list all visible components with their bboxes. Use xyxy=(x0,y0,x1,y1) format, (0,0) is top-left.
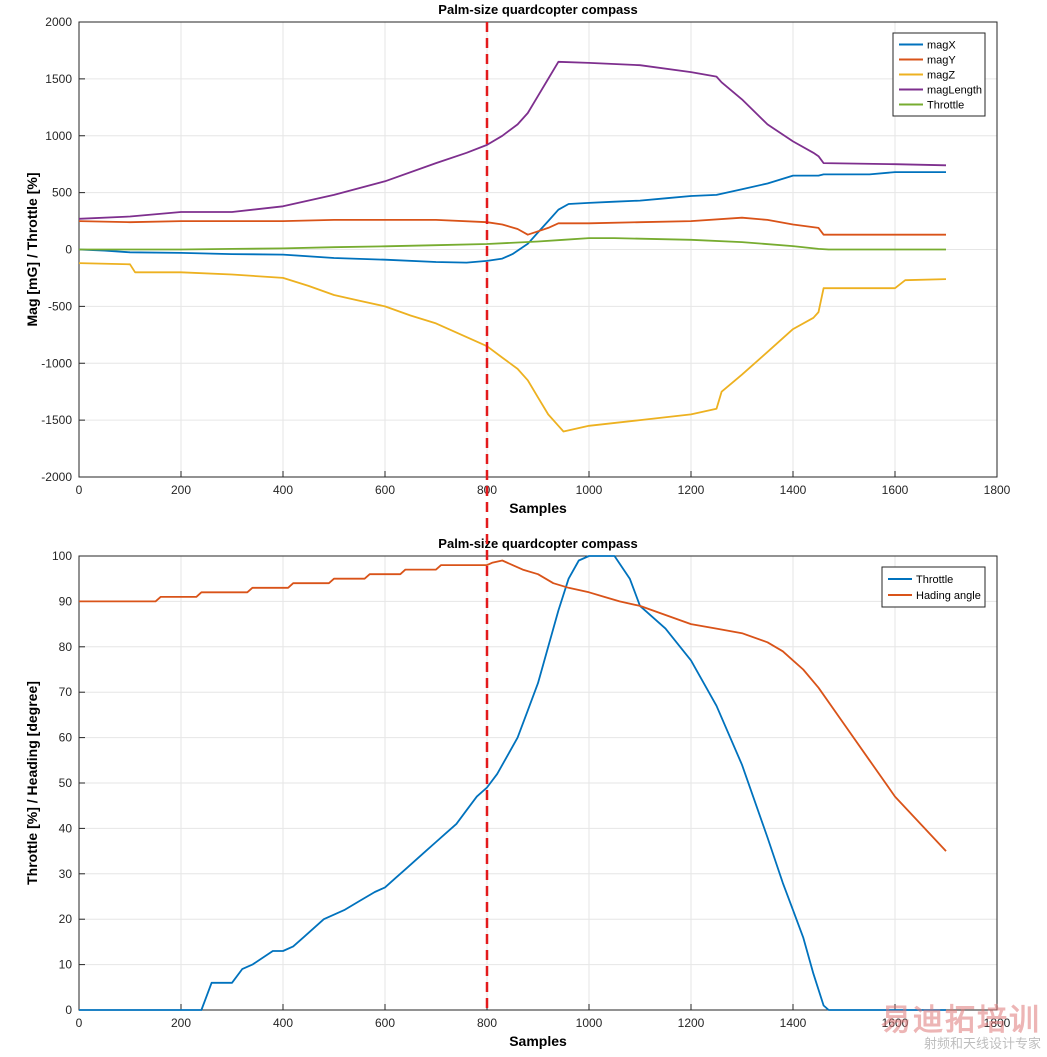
y-tick-label: 70 xyxy=(59,685,73,699)
x-tick-label: 600 xyxy=(375,483,395,497)
series-line-magz xyxy=(78,262,947,433)
y-tick-label: 0 xyxy=(65,243,72,257)
x-tick-label: 1000 xyxy=(576,1016,603,1030)
legend: Throttle Hading angle xyxy=(881,566,986,608)
x-tick-label: 1200 xyxy=(678,483,705,497)
y-tick-label: 0 xyxy=(65,1003,72,1017)
x-tick-label: 1400 xyxy=(780,483,807,497)
y-tick-label: 1500 xyxy=(45,72,72,86)
y-axis-label: Mag [mG] / Throttle [%] xyxy=(24,173,40,327)
y-tick-label: 60 xyxy=(59,731,73,745)
series-line-hading-angle xyxy=(79,559,947,852)
y-tick-label: 40 xyxy=(59,821,73,835)
legend: magX magY magZ magLength Throttle xyxy=(892,32,986,117)
chart-1: 020040060080010001200140016001800-2000-1… xyxy=(24,2,1011,516)
x-tick-label: 200 xyxy=(171,1016,191,1030)
x-tick-label: 1400 xyxy=(780,1016,807,1030)
x-tick-label: 1200 xyxy=(678,1016,705,1030)
x-tick-label: 1800 xyxy=(984,483,1011,497)
x-tick-label: 1600 xyxy=(882,1016,909,1030)
x-tick-label: 1800 xyxy=(984,1016,1011,1030)
x-axis-label: Samples xyxy=(509,1033,567,1049)
x-tick-label: 200 xyxy=(171,483,191,497)
y-tick-label: 30 xyxy=(59,867,73,881)
legend-label: magX xyxy=(927,40,956,52)
legend-label: magLength xyxy=(927,85,982,97)
x-tick-label: 1600 xyxy=(882,483,909,497)
legend-label: Throttle xyxy=(916,574,953,586)
y-tick-label: 2000 xyxy=(45,15,72,29)
y-tick-label: 1000 xyxy=(45,129,72,143)
x-tick-label: 800 xyxy=(477,1016,497,1030)
y-tick-label: 90 xyxy=(59,594,73,608)
x-tick-label: 0 xyxy=(76,483,83,497)
series-line-throttle xyxy=(79,555,946,1011)
chart-title: Palm-size quardcopter compass xyxy=(438,536,637,551)
series-line-magy xyxy=(78,216,946,236)
x-axis-label: Samples xyxy=(509,500,567,516)
y-tick-label: 100 xyxy=(52,549,72,563)
legend-box xyxy=(881,566,986,608)
y-tick-label: -1000 xyxy=(41,356,72,370)
series-line-magx xyxy=(78,171,946,264)
x-tick-label: 0 xyxy=(76,1016,83,1030)
series-line-maglength xyxy=(78,60,947,220)
legend-label: magY xyxy=(927,55,956,67)
legend-label: Hading angle xyxy=(916,590,981,602)
watermark-logo-text: 易迪拓培训 xyxy=(881,1003,1041,1038)
y-tick-label: -2000 xyxy=(41,470,72,484)
series-line-throttle xyxy=(79,237,946,251)
chart-2: 0 200 400 600 800 1000 1200 1400 1600 1800 0 10 20 30… xyxy=(24,536,1011,1049)
y-tick-label: 50 xyxy=(59,776,73,790)
legend-label: magZ xyxy=(927,70,955,82)
x-tick-label: 1000 xyxy=(576,483,603,497)
watermark-tagline: 射频和天线设计专家 xyxy=(923,1037,1041,1052)
x-tick-label: 400 xyxy=(273,1016,293,1030)
y-tick-label: 80 xyxy=(59,640,73,654)
chart-title: Palm-size quardcopter compass xyxy=(438,2,637,17)
legend-label: Throttle xyxy=(927,100,964,112)
watermark: 易迪拓培训 射频和天线设计专家 xyxy=(881,1005,1041,1053)
y-tick-label: 500 xyxy=(52,186,72,200)
x-tick-label: 600 xyxy=(375,1016,395,1030)
y-axis-label: Throttle [%] / Heading [degree] xyxy=(24,681,40,885)
y-tick-label: -500 xyxy=(48,299,72,313)
x-tick-label: 400 xyxy=(273,483,293,497)
y-tick-label: -1500 xyxy=(41,413,72,427)
y-tick-label: 10 xyxy=(59,958,73,972)
y-tick-label: 20 xyxy=(59,912,73,926)
